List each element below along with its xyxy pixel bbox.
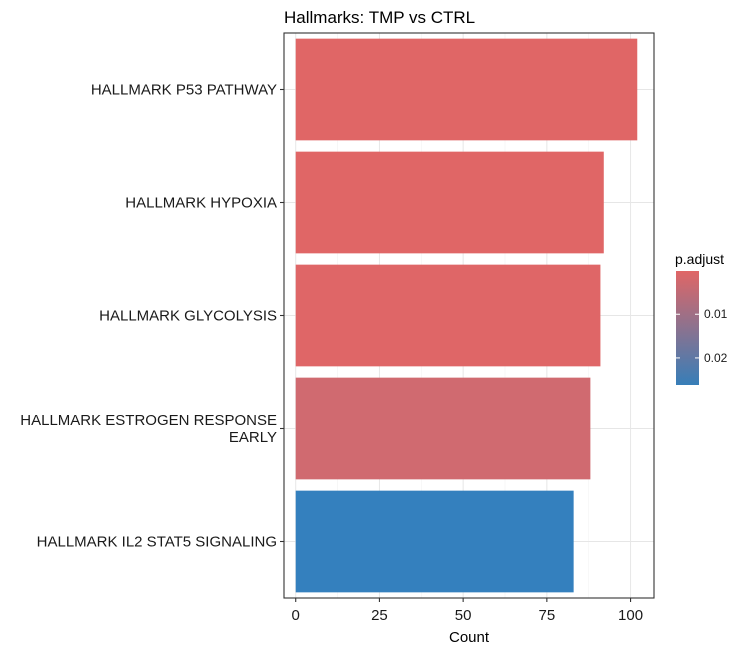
y-axis: HALLMARK P53 PATHWAY HALLMARK HYPOXIA HALL… (20, 82, 284, 551)
y-tick-label-line: HALLMARK ESTROGEN RESPONSE (20, 412, 277, 429)
y-tick-label-line: HALLMARK GLYCOLYSIS (99, 308, 277, 325)
y-tick-label: HALLMARK IL2 STAT5 SIGNALING (37, 534, 277, 551)
legend: p.adjust 0.01 0.02 (675, 251, 728, 385)
legend-colorbar (676, 271, 699, 385)
y-tick-label-line: HALLMARK IL2 STAT5 SIGNALING (37, 534, 277, 551)
y-tick-label: HALLMARK GLYCOLYSIS (99, 308, 277, 325)
x-tick-label: 50 (455, 607, 472, 624)
x-tick-label: 100 (618, 607, 643, 624)
legend-tick-label: 0.01 (704, 307, 728, 321)
legend-title: p.adjust (675, 251, 724, 267)
legend-ticks: 0.01 0.02 (676, 307, 728, 365)
legend-tick-label: 0.02 (704, 351, 728, 365)
x-tick-label: 25 (371, 607, 388, 624)
bar (295, 38, 638, 141)
y-tick-label-line: HALLMARK P53 PATHWAY (91, 82, 277, 99)
y-tick-label: HALLMARK P53 PATHWAY (91, 82, 277, 99)
x-axis-label: Count (449, 629, 490, 646)
x-tick-label: 75 (539, 607, 556, 624)
y-tick-label: HALLMARK ESTROGEN RESPONSE EARLY (20, 412, 277, 446)
x-axis: 0 25 50 75 100 (292, 598, 643, 624)
y-tick-label: HALLMARK HYPOXIA (125, 195, 277, 212)
x-tick-label: 0 (292, 607, 300, 624)
y-tick-label-line: HALLMARK HYPOXIA (125, 195, 277, 212)
bar (295, 151, 604, 254)
plot-panel (283, 32, 655, 599)
bars (295, 38, 638, 593)
bar (295, 264, 601, 367)
bar (295, 490, 574, 593)
chart-title: Hallmarks: TMP vs CTRL (284, 8, 475, 27)
y-tick-label-line: EARLY (229, 429, 277, 446)
bar (295, 377, 591, 480)
